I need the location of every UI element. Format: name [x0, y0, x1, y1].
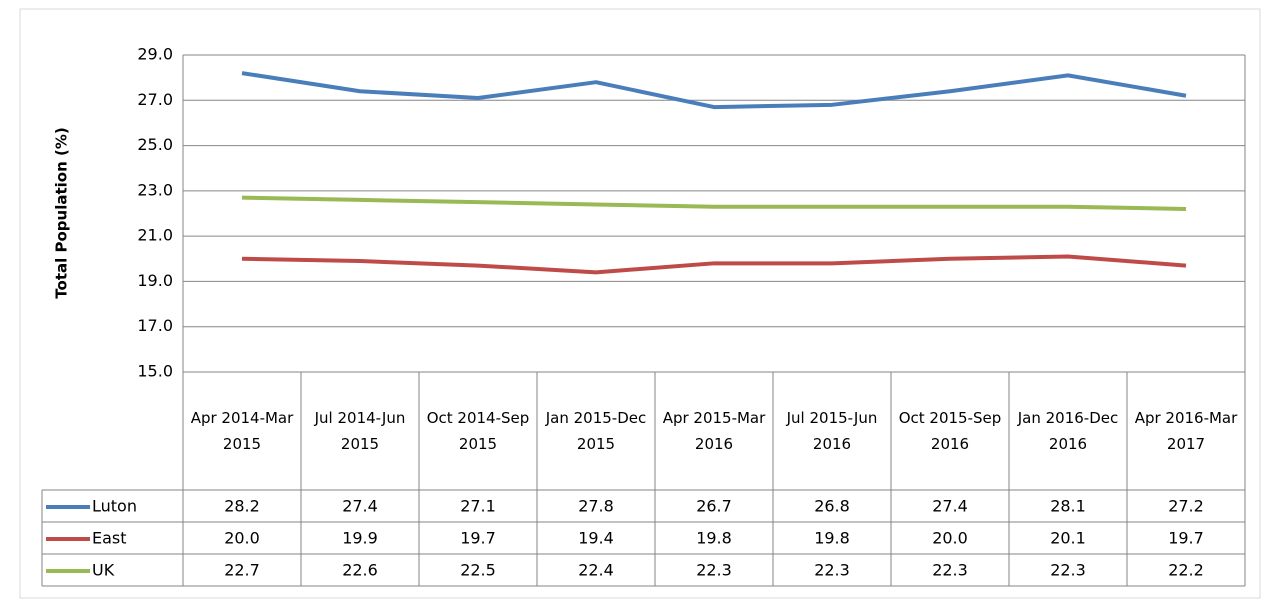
- x-tick-cell: Jan 2015-Dec 2015: [545, 409, 647, 453]
- x-tick-label: Jan 2016-Dec 2016: [1017, 409, 1119, 453]
- x-tick-label: Apr 2015-Mar 2016: [662, 409, 766, 453]
- table-value: 19.8: [696, 529, 732, 548]
- y-tick-label: 17.0: [137, 316, 173, 335]
- series-line: [241, 254, 1187, 275]
- series-line: [241, 195, 1187, 211]
- y-tick-label: 29.0: [137, 45, 173, 64]
- x-tick-label: Apr 2014-Mar 2015: [190, 409, 294, 453]
- x-tick-cell: Apr 2014-Mar 2015: [190, 409, 294, 453]
- y-tick-label: 23.0: [137, 180, 173, 199]
- x-tick-cell: Apr 2015-Mar 2016: [662, 409, 766, 453]
- table-value: 19.9: [342, 529, 378, 548]
- table-value: 22.5: [460, 561, 496, 580]
- x-tick-label: Jul 2014-Jun 2015: [314, 409, 406, 453]
- table-value: 19.7: [460, 529, 496, 548]
- table-value: 22.2: [1168, 561, 1204, 580]
- table-value: 28.1: [1050, 497, 1086, 516]
- legend-label: UK: [92, 561, 115, 580]
- table-value: 20.1: [1050, 529, 1086, 548]
- x-tick-cell: Oct 2015-Sep 2016: [898, 409, 1002, 453]
- x-tick-label: Jan 2015-Dec 2015: [545, 409, 647, 453]
- table-value: 19.7: [1168, 529, 1204, 548]
- table-value: 27.4: [342, 497, 378, 516]
- x-tick-cell: Jan 2016-Dec 2016: [1017, 409, 1119, 453]
- table-value: 22.4: [578, 561, 614, 580]
- y-tick-label: 21.0: [137, 226, 173, 245]
- x-tick-label: Apr 2016-Mar 2017: [1134, 409, 1238, 453]
- table-value: 19.4: [578, 529, 614, 548]
- table-value: 27.2: [1168, 497, 1204, 516]
- table-value: 27.4: [932, 497, 968, 516]
- x-tick-label: Oct 2014-Sep 2015: [426, 409, 530, 453]
- legend-label: East: [92, 529, 127, 548]
- table-value: 22.7: [224, 561, 260, 580]
- y-tick-label: 27.0: [137, 90, 173, 109]
- table-value: 20.0: [932, 529, 968, 548]
- table-value: 27.8: [578, 497, 614, 516]
- table-value: 22.3: [696, 561, 732, 580]
- table-value: 19.8: [814, 529, 850, 548]
- x-tick-cell: Jul 2015-Jun 2016: [786, 409, 878, 453]
- table-value: 22.3: [1050, 561, 1086, 580]
- table-value: 22.3: [932, 561, 968, 580]
- legend-label: Luton: [92, 497, 137, 516]
- y-tick-label: 25.0: [137, 135, 173, 154]
- chart-frame: [19, 8, 1261, 599]
- x-tick-label: Jul 2015-Jun 2016: [786, 409, 878, 453]
- y-tick-label: 15.0: [137, 362, 173, 381]
- y-axis-title: Total Population (%): [53, 127, 71, 298]
- table-value: 22.3: [814, 561, 850, 580]
- series-line: [241, 71, 1187, 110]
- table-value: 26.8: [814, 497, 850, 516]
- table-value: 28.2: [224, 497, 260, 516]
- x-tick-label: Oct 2015-Sep 2016: [898, 409, 1002, 453]
- x-tick-cell: Jul 2014-Jun 2015: [314, 409, 406, 453]
- table-value: 22.6: [342, 561, 378, 580]
- table-value: 26.7: [696, 497, 732, 516]
- x-tick-cell: Apr 2016-Mar 2017: [1134, 409, 1238, 453]
- table-value: 27.1: [460, 497, 496, 516]
- y-tick-label: 19.0: [137, 271, 173, 290]
- table-value: 20.0: [224, 529, 260, 548]
- x-tick-cell: Oct 2014-Sep 2015: [426, 409, 530, 453]
